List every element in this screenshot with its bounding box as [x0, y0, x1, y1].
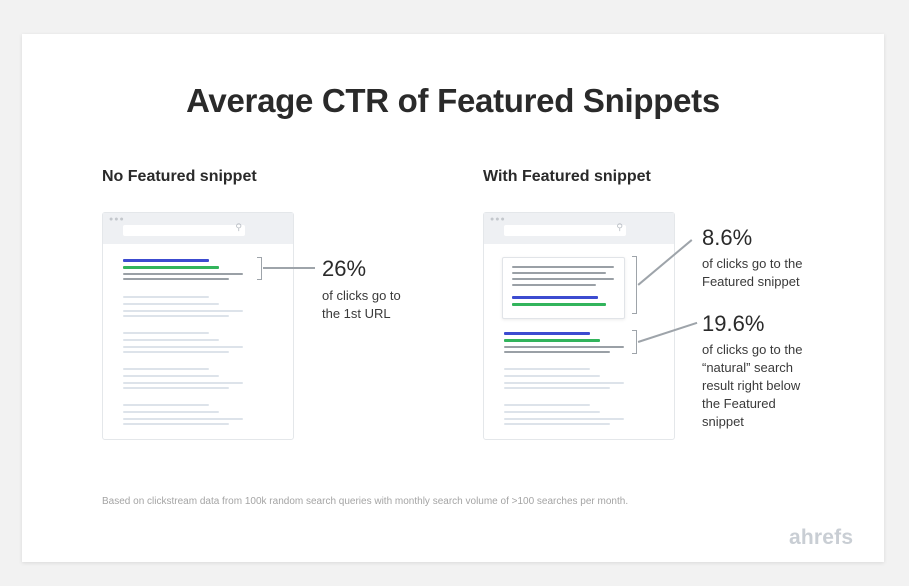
result-line: [504, 382, 624, 384]
search-bar: ⚲: [123, 222, 245, 236]
snippet-text-line: [512, 266, 614, 268]
caption-line: the 1st URL: [322, 306, 391, 321]
result-line: [123, 296, 209, 298]
snippet-url-line: [512, 303, 606, 306]
caption-line: of clicks go to: [322, 288, 401, 303]
footnote: Based on clickstream data from 100k rand…: [102, 496, 629, 507]
natural-ctr-value: 19.6%: [702, 311, 765, 336]
caption-line: the Featured: [702, 396, 776, 411]
bracket-natural-result: [632, 330, 637, 354]
result-line: [123, 332, 209, 334]
result-text-line: [123, 278, 229, 280]
search-icon: ⚲: [235, 222, 242, 232]
window-dots-icon: ●●●: [109, 216, 125, 223]
natural-result-title-line: [504, 332, 590, 335]
window-dots-icon: ●●●: [490, 216, 506, 223]
result-text-line: [123, 273, 243, 275]
result-line: [123, 423, 229, 425]
result-line: [123, 315, 229, 317]
result-line: [123, 339, 219, 341]
brand-logo: ahrefs: [789, 526, 854, 549]
caption-line: Featured snippet: [702, 274, 800, 289]
caption-line: “natural” search: [702, 360, 794, 375]
result-title-line: [123, 259, 209, 262]
result-line: [504, 411, 600, 413]
browser-topbar: ●●● ⚲: [103, 213, 293, 244]
serp-mockup-no-snippet: ●●● ⚲: [102, 212, 294, 440]
featured-snippet-box: [502, 257, 625, 319]
natural-ctr-caption: of clicks go to the “natural” search res…: [702, 341, 802, 431]
result-line: [504, 387, 610, 389]
right-panel-heading: With Featured snippet: [483, 168, 651, 185]
infographic-card: Average CTR of Featured Snippets No Feat…: [22, 34, 884, 562]
result-line: [123, 418, 243, 420]
snippet-ctr-value: 8.6%: [702, 225, 753, 250]
snippet-text-line: [512, 272, 606, 274]
snippet-text-line: [512, 278, 614, 280]
page-title: Average CTR of Featured Snippets: [186, 82, 720, 119]
caption-line: of clicks go to the: [702, 256, 803, 271]
result-line: [504, 404, 590, 406]
result-line: [123, 310, 243, 312]
result-line: [123, 382, 243, 384]
connector-line: [263, 267, 315, 269]
serp-mockup-with-snippet: ●●● ⚲: [483, 212, 675, 440]
snippet-title-line: [512, 296, 598, 299]
first-url-ctr-caption: of clicks go to the 1st URL: [322, 287, 401, 323]
caption-line: result right below: [702, 378, 801, 393]
result-line: [123, 346, 243, 348]
result-line: [123, 404, 209, 406]
result-line: [123, 387, 229, 389]
first-url-ctr-value: 26%: [322, 256, 367, 281]
result-line: [504, 418, 624, 420]
left-panel-heading: No Featured snippet: [102, 168, 257, 185]
natural-result-text-line: [504, 351, 610, 353]
result-url-line: [123, 266, 219, 269]
result-line: [123, 368, 209, 370]
snippet-text-line: [512, 284, 596, 286]
result-line: [504, 375, 600, 377]
natural-result-url-line: [504, 339, 600, 342]
result-line: [504, 368, 590, 370]
result-line: [123, 303, 219, 305]
result-line: [123, 375, 219, 377]
caption-line: of clicks go to the: [702, 342, 803, 357]
browser-topbar: ●●● ⚲: [484, 213, 674, 244]
bracket-first-result: [257, 257, 262, 280]
bracket-featured-snippet: [632, 256, 637, 314]
result-line: [123, 411, 219, 413]
snippet-ctr-caption: of clicks go to the Featured snippet: [702, 255, 802, 291]
search-bar: ⚲: [504, 222, 626, 236]
natural-result-text-line: [504, 346, 624, 348]
result-line: [504, 423, 610, 425]
result-line: [123, 351, 229, 353]
caption-line: snippet: [702, 414, 744, 429]
search-icon: ⚲: [616, 222, 623, 232]
